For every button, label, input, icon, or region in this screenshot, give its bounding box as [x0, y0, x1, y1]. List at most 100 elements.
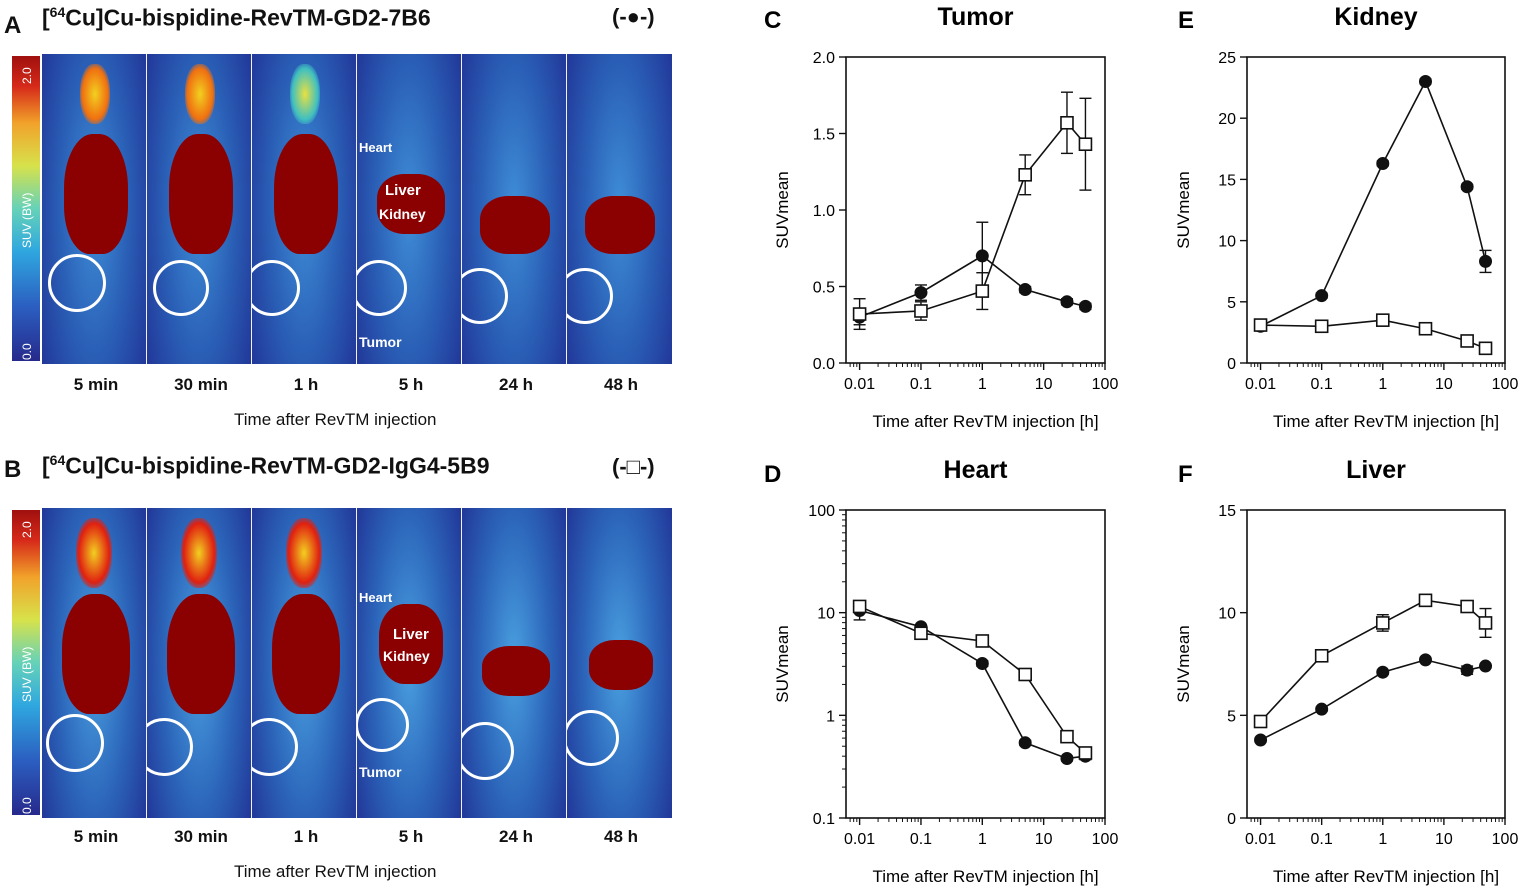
series-line: [1260, 659, 1486, 741]
x-tick-label: 10: [1435, 831, 1453, 848]
panel-a-title-prefix: [: [42, 4, 50, 31]
y-tick-label: 100: [808, 503, 835, 520]
chart-e: E Kidney 0.01 0.1 1 10 100 0 5 10 15 20 25 Time after…: [1174, 3, 1518, 431]
data-point-square: [1418, 321, 1433, 336]
x-tick-label: 1: [1378, 376, 1387, 393]
panel-a-time-1: 30 min: [174, 375, 228, 394]
panel-a-time-2: 1 h: [293, 375, 319, 394]
data-point-circle: [1479, 659, 1493, 673]
panel-letter-f: F: [1178, 461, 1193, 488]
panel-b-time-5: 48 h: [603, 827, 639, 846]
series-igg4-5b9: [1253, 313, 1493, 356]
panel-a-scale-label: SUV (BW): [20, 192, 34, 248]
data-point-square: [1478, 341, 1493, 356]
panel-letter-b: B: [4, 456, 22, 483]
pet-frame-1h: [252, 54, 357, 364]
data-point-square: [1375, 616, 1390, 630]
y-tick-label: 10: [817, 606, 835, 623]
x-tick-label: 0.01: [1245, 831, 1276, 848]
data-point-circle: [1418, 74, 1432, 88]
tumor-circle: [567, 268, 613, 324]
panel-b-color-scale: [12, 510, 40, 815]
data-point-circle: [975, 656, 989, 670]
tumor-circle: [252, 260, 300, 316]
series-line: [1259, 599, 1487, 723]
data-point-circle: [1460, 663, 1474, 677]
liver-blob: [589, 640, 653, 690]
x-tick-label: 1: [978, 831, 987, 848]
chart-title: Heart: [944, 456, 1009, 484]
pet-frame-5h: Heart Liver Kidney Tumor: [357, 508, 462, 818]
data-point-circle: [1060, 295, 1074, 309]
panel-a-xcaption: Time after RevTM injection: [234, 410, 437, 429]
chart-c: C Tumor 0.01 0.1 1 10 100 0.0 0.5 1.0 1.5 2.0 Time a…: [764, 3, 1118, 431]
data-point-square: [1460, 334, 1474, 348]
tumor-label: Tumor: [359, 764, 402, 780]
panel-a-time-4: 24 h: [498, 375, 534, 394]
pet-frame-5h: Heart Liver Kidney Tumor: [357, 54, 462, 364]
y-tick-label: 0.0: [813, 356, 835, 373]
data-point-square: [914, 304, 928, 318]
x-tick-label: 1: [1378, 831, 1387, 848]
tumor-circle: [147, 718, 193, 776]
x-tick-label: 10: [1435, 376, 1453, 393]
data-point-circle: [1254, 319, 1268, 333]
liver-blob: [482, 646, 550, 696]
data-point-square: [1060, 729, 1074, 744]
panel-letter-a: A: [4, 12, 22, 39]
head-hotspot: [181, 518, 217, 588]
y-tick-label: 20: [1218, 111, 1236, 128]
x-tick-label: 0.1: [1311, 376, 1333, 393]
data-point-circle: [1376, 156, 1390, 170]
data-point-circle: [975, 249, 989, 263]
head-hotspot: [290, 64, 320, 124]
heart-label: Heart: [359, 140, 393, 155]
heart-label: Heart: [359, 590, 393, 605]
x-tick-label: 0.1: [1311, 831, 1333, 848]
panel-a-time-3: 5 h: [398, 375, 424, 394]
data-point-circle: [914, 620, 928, 634]
data-point-square: [1078, 746, 1093, 760]
panel-b-time-1: 30 min: [174, 827, 228, 846]
pet-frame-48h: [567, 508, 672, 818]
data-point-square: [1314, 319, 1329, 334]
x-tick-label: 100: [1092, 831, 1119, 848]
y-axis-label: SUVmean: [773, 171, 792, 248]
panel-a-scale-min: 0.0: [20, 343, 34, 360]
x-tick-label: 10: [1035, 376, 1053, 393]
tumor-circle: [357, 260, 407, 316]
data-point-circle: [1418, 653, 1432, 667]
data-point-square: [1018, 168, 1032, 182]
data-point-circle: [1460, 180, 1474, 194]
data-point-square: [1253, 318, 1268, 332]
x-tick-label: 0.01: [844, 831, 875, 848]
y-tick-label: 2.0: [813, 50, 835, 67]
data-point-square: [1460, 599, 1474, 614]
data-point-circle: [1018, 283, 1032, 297]
panel-b-time-0: 5 min: [73, 827, 119, 846]
series-line: [859, 609, 1086, 760]
data-point-square: [1314, 648, 1329, 663]
panel-letter-e: E: [1178, 7, 1194, 34]
panel-b-pet-images: Heart Liver Kidney Tumor: [42, 508, 672, 818]
y-axis-label: SUVmean: [773, 625, 792, 702]
data-point-circle: [1479, 254, 1493, 268]
liver-label: Liver: [393, 626, 429, 643]
x-axis-label: Time after RevTM injection [h]: [1273, 412, 1499, 431]
liver-blob: [169, 134, 233, 254]
panel-a-title-rest: Cu]Cu-bispidine-RevTM-GD2-7B6: [65, 4, 431, 31]
plot-frame: [845, 509, 1106, 819]
series-igg4-5b9: [852, 91, 1093, 331]
panel-a-time-5: 48 h: [603, 375, 639, 394]
y-tick-label: 0.1: [813, 811, 835, 828]
panel-a-scale-max: 2.0: [20, 67, 34, 84]
data-point-square: [1375, 313, 1390, 327]
x-tick-label: 1: [978, 376, 987, 393]
liver-blob: [585, 196, 655, 254]
pet-frame-5min: [42, 54, 147, 364]
liver-blob: [274, 134, 338, 254]
series-line: [859, 254, 1086, 318]
panel-b-title-rest: Cu]Cu-bispidine-RevTM-GD2-IgG4-5B9: [65, 452, 490, 479]
data-point-square: [914, 626, 928, 641]
data-point-circle: [1254, 733, 1268, 747]
